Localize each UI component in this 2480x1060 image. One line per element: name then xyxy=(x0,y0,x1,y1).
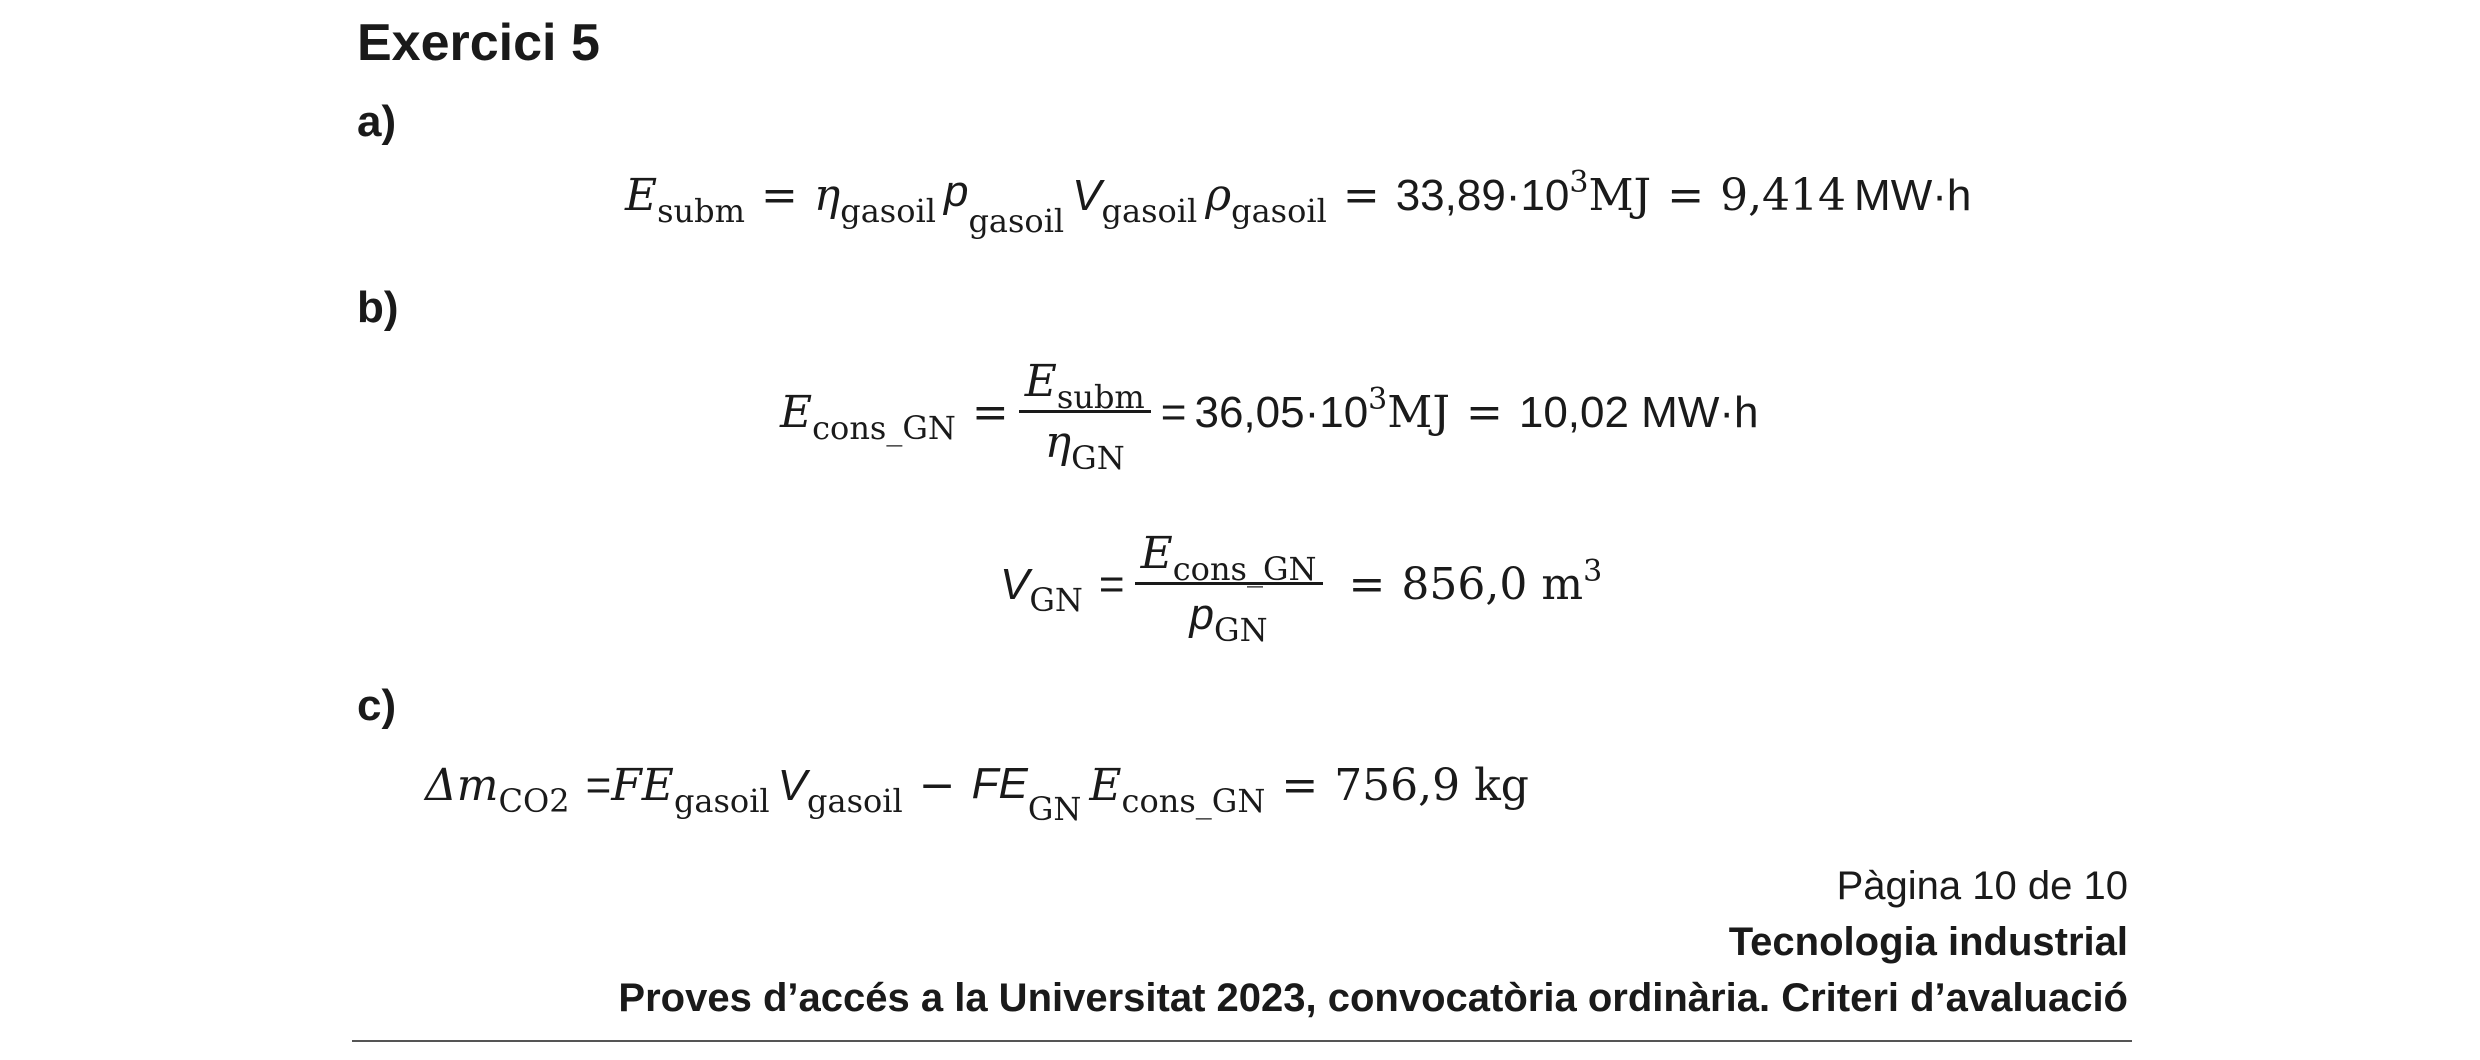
eq-c-lhs: ΔmCO2 xyxy=(425,759,570,820)
exercise-title: Exercici 5 xyxy=(357,14,600,72)
eq-b2-fraction: Econs_GN pGN xyxy=(1134,528,1323,649)
part-a-label: a) xyxy=(357,97,397,146)
equals-sign: = xyxy=(971,386,1009,438)
eq-b1-lhs: Econs_GN xyxy=(780,386,956,447)
eq-b1-result-mj: 36,05·103MJ xyxy=(1194,381,1450,438)
equals-sign: = xyxy=(760,169,798,221)
fraction-bar xyxy=(1018,410,1151,413)
equals-sign: = xyxy=(585,760,612,810)
eq-c-term-energy: Econs_GN xyxy=(1089,759,1266,820)
equation-consumed-energy: Econs_GN = Esubm ηGN = 36,05·103MJ = 10,… xyxy=(780,356,1759,477)
fraction-bar xyxy=(1134,582,1323,585)
fraction-numerator: Esubm xyxy=(1024,356,1145,416)
eq-c-term-fe-gn: FEGN xyxy=(971,759,1082,828)
equals-sign: = xyxy=(1348,558,1386,610)
minus-sign: − xyxy=(918,759,956,811)
fraction-numerator: Econs_GN xyxy=(1140,528,1317,588)
eq-b2-lhs: VGN xyxy=(1000,559,1083,619)
eq-a-term-efficiency: ηgasoil xyxy=(813,169,936,230)
eq-c-term-volume: Vgasoil xyxy=(777,760,903,820)
eq-a-term-density: ρgasoil xyxy=(1205,169,1327,230)
footer-rule xyxy=(352,1040,2132,1042)
equals-sign: = xyxy=(1342,169,1380,221)
part-b-label: b) xyxy=(357,283,399,332)
equals-sign: = xyxy=(1281,759,1319,811)
eq-a-term-calorific: pgasoil xyxy=(943,167,1065,240)
eq-c-term-fe-gasoil: FEgasoil xyxy=(611,759,770,820)
fraction-denominator: pGN xyxy=(1189,590,1268,649)
equals-sign: = xyxy=(1465,386,1503,438)
equals-sign: = xyxy=(1160,387,1187,437)
eq-a-result-mwh: 9,414 MW·h xyxy=(1720,169,1972,221)
eq-b2-result: 856,0 m3 xyxy=(1401,553,1603,610)
fraction-denominator: ηGN xyxy=(1044,417,1125,477)
equation-submitted-energy: Esubm = ηgasoil pgasoil Vgasoil ρgasoil … xyxy=(625,164,1972,240)
eq-c-result: 756,9 kg xyxy=(1334,759,1529,811)
page-number: Pàgina 10 de 10 xyxy=(1836,864,2128,908)
eq-b1-result-mwh: 10,02 MW·h xyxy=(1518,387,1759,437)
equation-gas-volume: VGN = Econs_GN pGN = 856,0 m3 xyxy=(1000,528,1603,649)
eq-b1-fraction: Esubm ηGN xyxy=(1018,356,1151,477)
subject-name: Tecnologia industrial xyxy=(1728,920,2128,964)
eq-a-lhs: Esubm xyxy=(625,169,745,230)
eq-a-term-volume: Vgasoil xyxy=(1072,170,1198,230)
part-c-label: c) xyxy=(357,681,397,730)
equals-sign: = xyxy=(1667,169,1705,221)
exam-header: Proves d’accés a la Universitat 2023, co… xyxy=(618,976,2128,1020)
equals-sign: = xyxy=(1098,559,1125,609)
eq-a-result-mj: 33,89·103MJ xyxy=(1395,164,1652,221)
equation-co2-mass-difference: ΔmCO2 = FEgasoil Vgasoil − FEGN Econs_GN… xyxy=(425,759,1529,828)
